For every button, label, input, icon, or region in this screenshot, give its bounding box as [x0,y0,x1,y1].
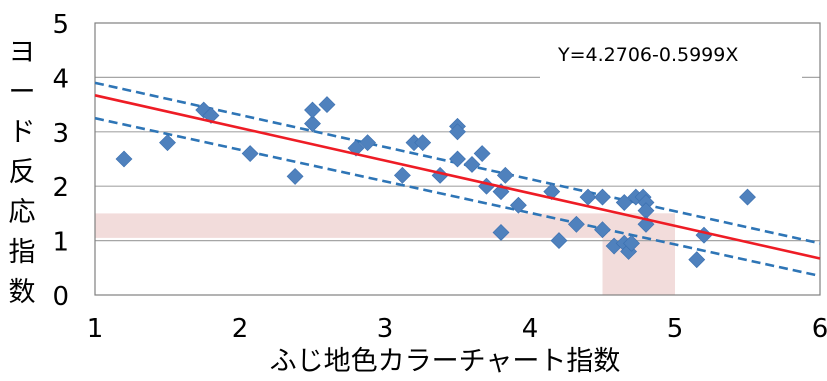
equation-box: Y=4.2706-0.5999X [540,24,802,82]
data-point [241,145,259,162]
data-point [509,196,527,214]
y-axis-label-char: 数 [9,277,36,308]
data-point [492,224,510,241]
data-point [550,232,568,250]
regression-line [94,94,821,260]
data-point [594,221,611,239]
x-axis-label: ふじ地色カラーチャート指数 [270,346,621,377]
y-axis-label-char: 応 [9,197,36,228]
x-tick-label: 1 [87,314,104,344]
data-point [159,134,176,152]
data-point [739,188,756,206]
y-axis-label-char: 反 [9,157,36,188]
data-point [473,145,491,162]
data-point [449,150,466,168]
data-point [615,194,633,211]
data-point [414,134,432,152]
x-tick-label: 3 [377,314,394,344]
data-point [393,166,411,184]
data-point [579,188,597,206]
data-point [115,150,133,168]
data-point [594,188,611,206]
data-point [286,167,304,185]
data-point [567,215,585,233]
x-tick-labels: 1 2 3 4 5 6 [87,314,827,344]
data-point [543,183,561,201]
y-axis-label-char: ー [9,77,36,108]
data-point [318,96,336,114]
data-point [496,166,514,184]
plot-border [94,22,821,296]
data-point [304,101,321,119]
equation-background [540,24,802,82]
data-point [304,115,321,133]
y-tick-label: 5 [52,10,69,40]
confidence-lower-line [94,116,821,278]
y-tick-label: 3 [52,119,69,149]
plot-frame [94,22,821,296]
regression-line-group [94,94,821,260]
y-axis-label-char: ヨ [9,37,36,68]
y-tick-label: 1 [52,228,69,258]
x-tick-label: 6 [812,314,827,344]
data-point [623,234,640,252]
data-point [449,123,466,141]
regression-equation: Y=4.2706-0.5999X [557,44,738,66]
x-tick-label: 4 [522,314,539,344]
x-tick-label: 2 [232,314,249,344]
y-axis-label-char: 指 [9,237,36,268]
data-point [688,251,706,269]
highlight-region-1 [602,213,675,295]
y-axis-label-char: ド [9,117,36,148]
x-tick-label: 5 [667,314,684,344]
data-point [359,134,377,152]
y-tick-labels: 0 1 2 3 4 5 [52,10,69,312]
y-tick-label: 2 [52,173,69,203]
data-point [463,156,481,173]
data-point [478,177,495,195]
y-tick-label: 4 [52,64,69,94]
y-tick-label: 0 [52,282,69,312]
